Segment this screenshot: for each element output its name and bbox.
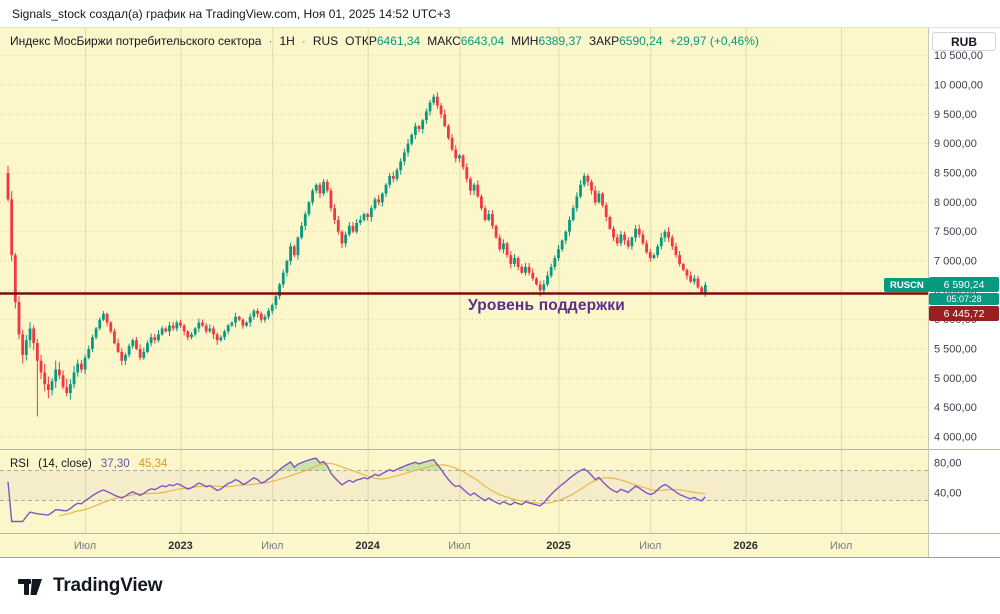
svg-text:2024: 2024 <box>355 540 380 552</box>
low-value: 6389,37 <box>538 34 582 48</box>
last-price-badge: 6 590,24 <box>929 277 999 292</box>
svg-text:7 500,00: 7 500,00 <box>934 226 977 238</box>
ohlc-close: ЗАКР 6590,24 <box>589 34 663 48</box>
rsi-ma-line <box>59 462 706 517</box>
rsi-value: 37,30 <box>100 458 130 470</box>
bar-countdown-badge: 05:07:28 <box>929 293 999 305</box>
svg-text:10 000,00: 10 000,00 <box>934 80 983 92</box>
svg-text:5 500,00: 5 500,00 <box>934 344 977 356</box>
svg-text:4 500,00: 4 500,00 <box>934 402 977 414</box>
svg-text:Июл: Июл <box>830 540 852 552</box>
rsi-legend: RSI (14, close) 37,30 45,34 <box>10 458 167 470</box>
interval-label[interactable]: 1Н <box>279 34 295 48</box>
rsi-ma-value: 45,34 <box>138 458 168 470</box>
tradingview-logo-icon[interactable] <box>16 572 44 600</box>
svg-text:Июл: Июл <box>74 540 96 552</box>
svg-text:9 000,00: 9 000,00 <box>934 138 977 150</box>
svg-text:9 500,00: 9 500,00 <box>934 109 977 121</box>
symbol-legend: Индекс МосБиржи потребительского сектора… <box>10 34 759 48</box>
exchange-label: RUS <box>312 34 339 48</box>
attribution-bar: Signals_stock создал(а) график на Tradin… <box>0 0 1000 28</box>
close-label: ЗАКР <box>588 34 620 48</box>
symbol-title[interactable]: Индекс МосБиржи потребительского сектора <box>10 34 262 48</box>
svg-text:2023: 2023 <box>168 540 192 552</box>
svg-text:7 000,00: 7 000,00 <box>934 256 977 268</box>
tradingview-wordmark[interactable]: TradingView <box>53 575 163 596</box>
svg-text:Июл: Июл <box>639 540 661 552</box>
support-level-annotation[interactable]: Уровень поддержки <box>468 297 625 314</box>
footer-bar: TradingView <box>0 558 1000 614</box>
svg-text:4 000,00: 4 000,00 <box>934 432 977 444</box>
svg-text:2025: 2025 <box>546 540 570 552</box>
ohlc-open: ОТКР 6461,34 <box>345 34 420 48</box>
svg-text:5 000,00: 5 000,00 <box>934 373 977 385</box>
svg-text:Июл: Июл <box>261 540 283 552</box>
svg-text:8 000,00: 8 000,00 <box>934 197 977 209</box>
rsi-band <box>0 470 928 501</box>
time-axis-labels[interactable]: Июл 2023 Июл 2024 Июл 2025 Июл 2026 Июл <box>74 540 852 552</box>
svg-text:10 500,00: 10 500,00 <box>934 50 983 62</box>
rsi-title[interactable]: RSI <box>10 458 30 470</box>
high-label: МАКС <box>427 34 461 48</box>
open-value: 6461,34 <box>376 34 421 48</box>
legend-separator: · <box>301 34 306 48</box>
attribution-text: Signals_stock создал(а) график на Tradin… <box>12 6 451 21</box>
support-price-badge: 6 445,72 <box>929 306 999 321</box>
svg-text:8 500,00: 8 500,00 <box>934 168 977 180</box>
ohlc-high: МАКС 6643,04 <box>427 34 504 48</box>
chart-region: 4 000,004 500,005 000,005 500,006 000,00… <box>0 28 1000 558</box>
svg-text:40,00: 40,00 <box>934 488 962 500</box>
ohlc-low: МИН 6389,37 <box>511 34 582 48</box>
vertical-gridlines <box>85 28 843 533</box>
change-value: +29,97 (+0,46%) <box>669 34 759 48</box>
candlesticks <box>6 92 707 417</box>
open-label: ОТКР <box>345 34 377 48</box>
svg-text:2026: 2026 <box>733 540 757 552</box>
symbol-tag-badge: RUSCN <box>884 278 930 292</box>
horizontal-gridlines <box>0 55 928 438</box>
svg-text:80,00: 80,00 <box>934 458 962 470</box>
currency-toggle-button[interactable]: RUB <box>932 32 996 51</box>
svg-text:Июл: Июл <box>448 540 470 552</box>
rsi-line <box>7 457 706 523</box>
close-value: 6590,24 <box>619 34 663 48</box>
chart-canvas[interactable]: 4 000,004 500,005 000,005 500,006 000,00… <box>0 28 1000 558</box>
legend-separator: · <box>268 34 273 48</box>
high-value: 6643,04 <box>460 34 505 48</box>
rsi-params: (14, close) <box>38 458 92 470</box>
low-label: МИН <box>511 34 539 48</box>
